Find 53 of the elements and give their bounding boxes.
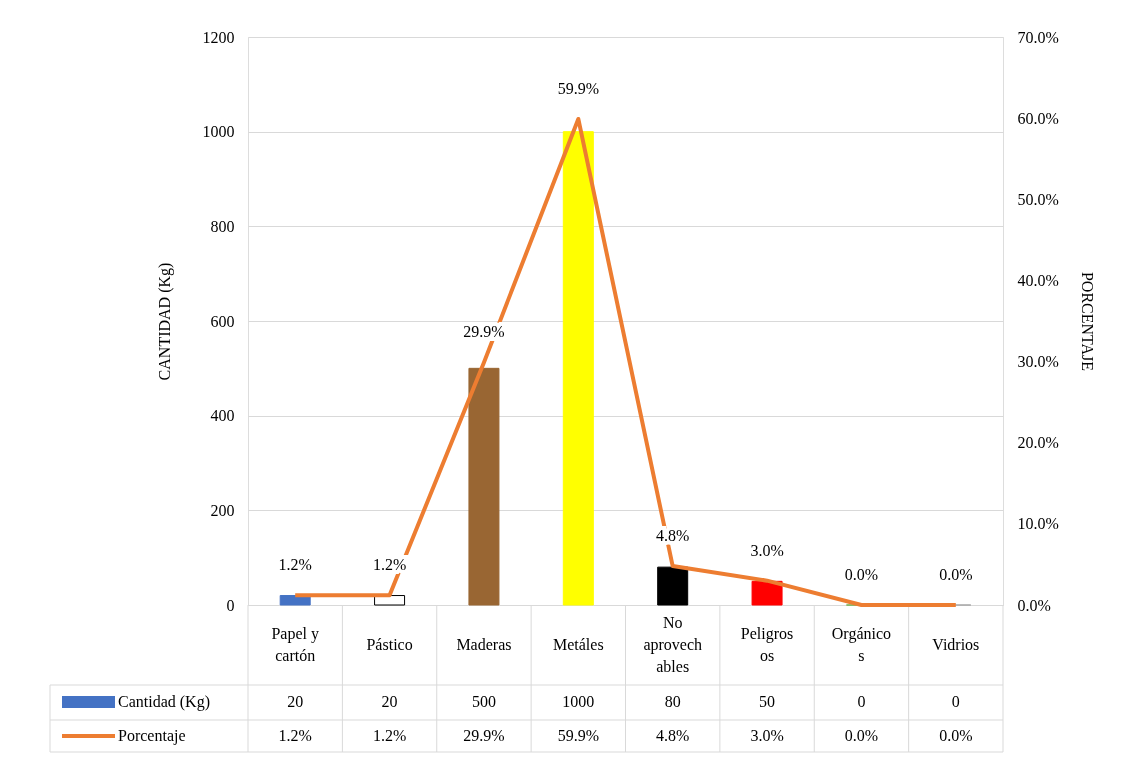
y-tick-label: 1000 [202, 123, 235, 141]
data-label: 80 [664, 693, 681, 710]
data-label: 0 [857, 693, 866, 710]
x-tick-label: No aprovechables [643, 614, 703, 675]
x-tick-label: Papel y cartón [271, 625, 319, 664]
text: 59.9% [557, 79, 599, 97]
text: 1.2% [278, 556, 312, 574]
text: 0.0% [939, 566, 973, 583]
y2-tick-label: 0.0% [1017, 596, 1051, 614]
y-tick-label: 1200 [202, 28, 235, 46]
x-tick-label: Vidrios [932, 636, 980, 653]
y-axis-title: CANTIDAD (Kg) [155, 262, 174, 381]
data-label: 1000 [562, 693, 595, 710]
data-label: 4.8% [656, 727, 690, 744]
bar [468, 367, 500, 606]
y-tick-label: 600 [210, 312, 235, 330]
data-label: 0.0% [939, 727, 973, 744]
y2-tick-label: 40.0% [1017, 271, 1059, 289]
x-tick-label: Orgánicos [831, 625, 892, 664]
x-tick-label: Maderas [456, 636, 512, 653]
bar [657, 566, 689, 606]
data-label: 0.0% [844, 727, 879, 744]
data-label: 1.2% [372, 727, 407, 744]
y2-tick-label: 50.0% [1017, 190, 1059, 208]
data-label: 0 [951, 693, 960, 710]
y-tick-label: 200 [210, 501, 235, 519]
bar [279, 595, 311, 606]
y2-tick-label: 20.0% [1017, 434, 1059, 452]
data-label: 1.2% [278, 727, 312, 744]
x-tick-label: Pástico [366, 636, 413, 653]
data-label: 20 [381, 693, 398, 710]
data-label: 500 [471, 693, 496, 710]
y2-tick-label: 70.0% [1017, 28, 1059, 46]
x-tick-label: Metáles [552, 636, 604, 653]
text: 0.0% [844, 566, 879, 583]
y-tick-label: 400 [210, 407, 235, 425]
y2-tick-label: 30.0% [1017, 353, 1059, 371]
data-label: 59.9% [557, 727, 599, 744]
legend-label: Porcentaje [118, 727, 186, 745]
y2-tick-label: 60.0% [1017, 109, 1059, 127]
bar [562, 131, 594, 606]
x-tick-label: Peligrosos [740, 625, 794, 664]
y-tick-label: 800 [210, 217, 235, 235]
data-label: 50 [759, 693, 776, 710]
data-label: 20 [287, 693, 304, 710]
bar [751, 580, 783, 606]
y2-axis-title: PORCENTAJE [1078, 271, 1096, 372]
y-tick-label: 0 [226, 596, 235, 614]
data-label: 29.9% [463, 727, 505, 744]
legend-label: Cantidad (Kg) [118, 693, 210, 711]
text: 3.0% [750, 541, 784, 559]
data-label: 3.0% [750, 727, 784, 744]
y2-tick-label: 10.0% [1017, 515, 1059, 533]
